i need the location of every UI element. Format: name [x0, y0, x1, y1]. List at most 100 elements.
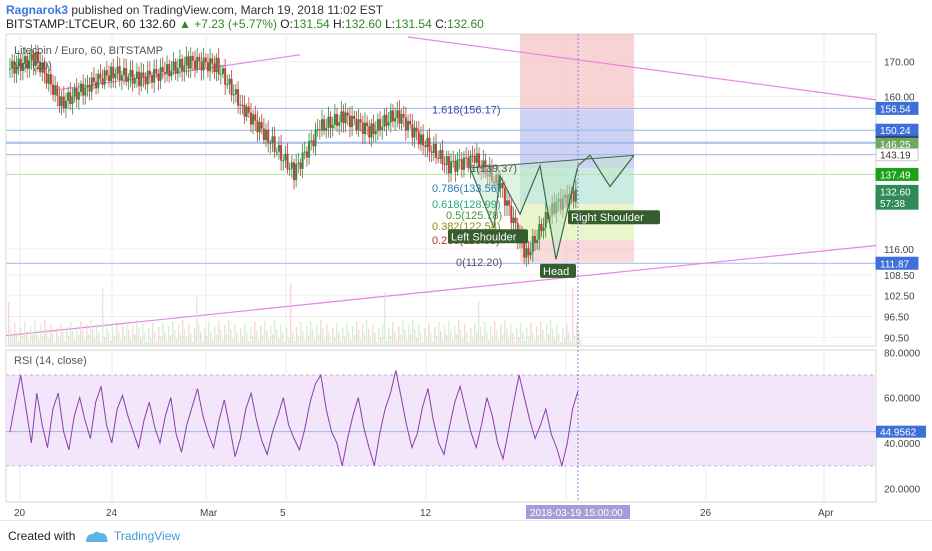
volume-bar [462, 338, 464, 346]
tradingview-brand[interactable]: TradingView [114, 529, 181, 543]
volume-bar [68, 336, 70, 346]
rsi-current-label: 44.9562 [880, 428, 917, 439]
candle-body [462, 157, 465, 170]
candle-body [439, 150, 442, 159]
candle-body [247, 106, 250, 113]
candle-body [469, 155, 472, 169]
volume-bar [394, 331, 396, 346]
volume-bar [396, 340, 398, 346]
candle-body [168, 64, 171, 77]
candle-body [185, 56, 188, 66]
candle-body [71, 96, 74, 105]
volume-label: Vol (20) [14, 60, 52, 72]
volume-bar [178, 325, 180, 346]
price-tick-label: 170.00 [884, 58, 915, 69]
volume-bar [420, 333, 422, 346]
candle-body [155, 68, 158, 74]
candle-body [202, 57, 205, 71]
cursor-time-badge [526, 505, 630, 519]
volume-bar [334, 337, 336, 346]
volume-bar [44, 320, 46, 346]
volume-bar [150, 337, 152, 346]
candle-body [465, 157, 468, 159]
chart-canvas[interactable]: 1.618(156.17) 1(139.37) 0.786(133.56) 0.618… [0, 0, 932, 520]
volume-bar [498, 339, 500, 346]
publish-info: Ragnarok3 published on TradingView.com, … [6, 3, 383, 17]
volume-bar [76, 326, 78, 346]
volume-bar [458, 320, 460, 346]
rsi-pane[interactable]: RSI (14, close) [5, 349, 877, 503]
volume-bar [56, 328, 58, 346]
candle-body [241, 104, 244, 106]
volume-bar [264, 321, 266, 346]
volume-bar [352, 326, 354, 346]
volume-bar [212, 340, 214, 346]
volume-bar [562, 328, 564, 346]
last-price: 132.60 [138, 17, 176, 31]
volume-bar [172, 321, 174, 346]
fib-label: 0.5(125.78) [446, 210, 502, 222]
candle-body [118, 66, 121, 81]
volume-bar [42, 334, 44, 346]
candle-body [262, 128, 265, 141]
volume-bar [320, 320, 322, 346]
candle-body [424, 145, 427, 148]
candle-body [15, 65, 18, 74]
candle-body [471, 155, 474, 157]
author-name[interactable]: Ragnarok3 [6, 3, 69, 17]
volume-bar [434, 327, 436, 346]
low-label: L: [385, 17, 396, 31]
candle-body [178, 58, 181, 69]
price-badge [875, 101, 919, 115]
candle-body [391, 110, 394, 122]
candle-body [546, 211, 549, 220]
volume-bar [520, 323, 522, 346]
volume-bar [288, 337, 290, 346]
candle-body [206, 62, 209, 72]
close-label: C: [435, 17, 448, 31]
volume-bar [386, 341, 388, 346]
candle-body [394, 117, 397, 122]
candle-body [32, 53, 35, 66]
volume-bar [240, 328, 242, 346]
volume-bar [410, 334, 412, 346]
volume-bar [566, 323, 568, 346]
candle-body [318, 129, 321, 131]
candle-body [24, 56, 27, 64]
volume-bar [330, 342, 332, 346]
volume-bar [342, 327, 344, 346]
symbol-label: BITSTAMP:LTCEUR, 60 [6, 17, 136, 31]
volume-bar [164, 331, 166, 346]
volume-bar [234, 324, 236, 346]
candle-body [325, 127, 328, 131]
chart-title: Litecoin / Euro, 60, BITSTAMP [14, 45, 163, 57]
upper-trendline [407, 36, 877, 101]
candle-body [336, 114, 339, 126]
x-tick-label: 26 [700, 508, 712, 519]
volume-bar [466, 333, 468, 346]
candle-body [295, 163, 298, 181]
volume-bar [96, 324, 98, 346]
candle-body [194, 60, 197, 70]
volume-bar [202, 341, 204, 346]
volume-bar [532, 331, 534, 346]
footer: Created with TradingView [0, 520, 932, 551]
candle-body [213, 63, 216, 73]
symbol-info: BITSTAMP:LTCEUR, 60 132.60 ▲ +7.23 (+5.7… [6, 17, 484, 31]
candle-body [376, 119, 379, 132]
candle-body [445, 156, 448, 165]
volume-bar [8, 302, 10, 346]
candle-body [458, 159, 461, 161]
candle-body [314, 129, 317, 147]
publish-text: published on TradingView.com, March 19, … [71, 3, 384, 17]
volume-bar [228, 320, 230, 346]
volume-bar [318, 334, 320, 346]
candle-body [215, 57, 218, 73]
candle-body [340, 111, 343, 123]
price-pane[interactable]: 1.618(156.17) 1(139.37) 0.786(133.56) 0.618… [5, 33, 877, 347]
volume-bar [298, 336, 300, 346]
candle-body [95, 81, 98, 89]
candle-body [538, 223, 541, 240]
volume-bar [62, 332, 64, 346]
candle-body [499, 183, 502, 189]
